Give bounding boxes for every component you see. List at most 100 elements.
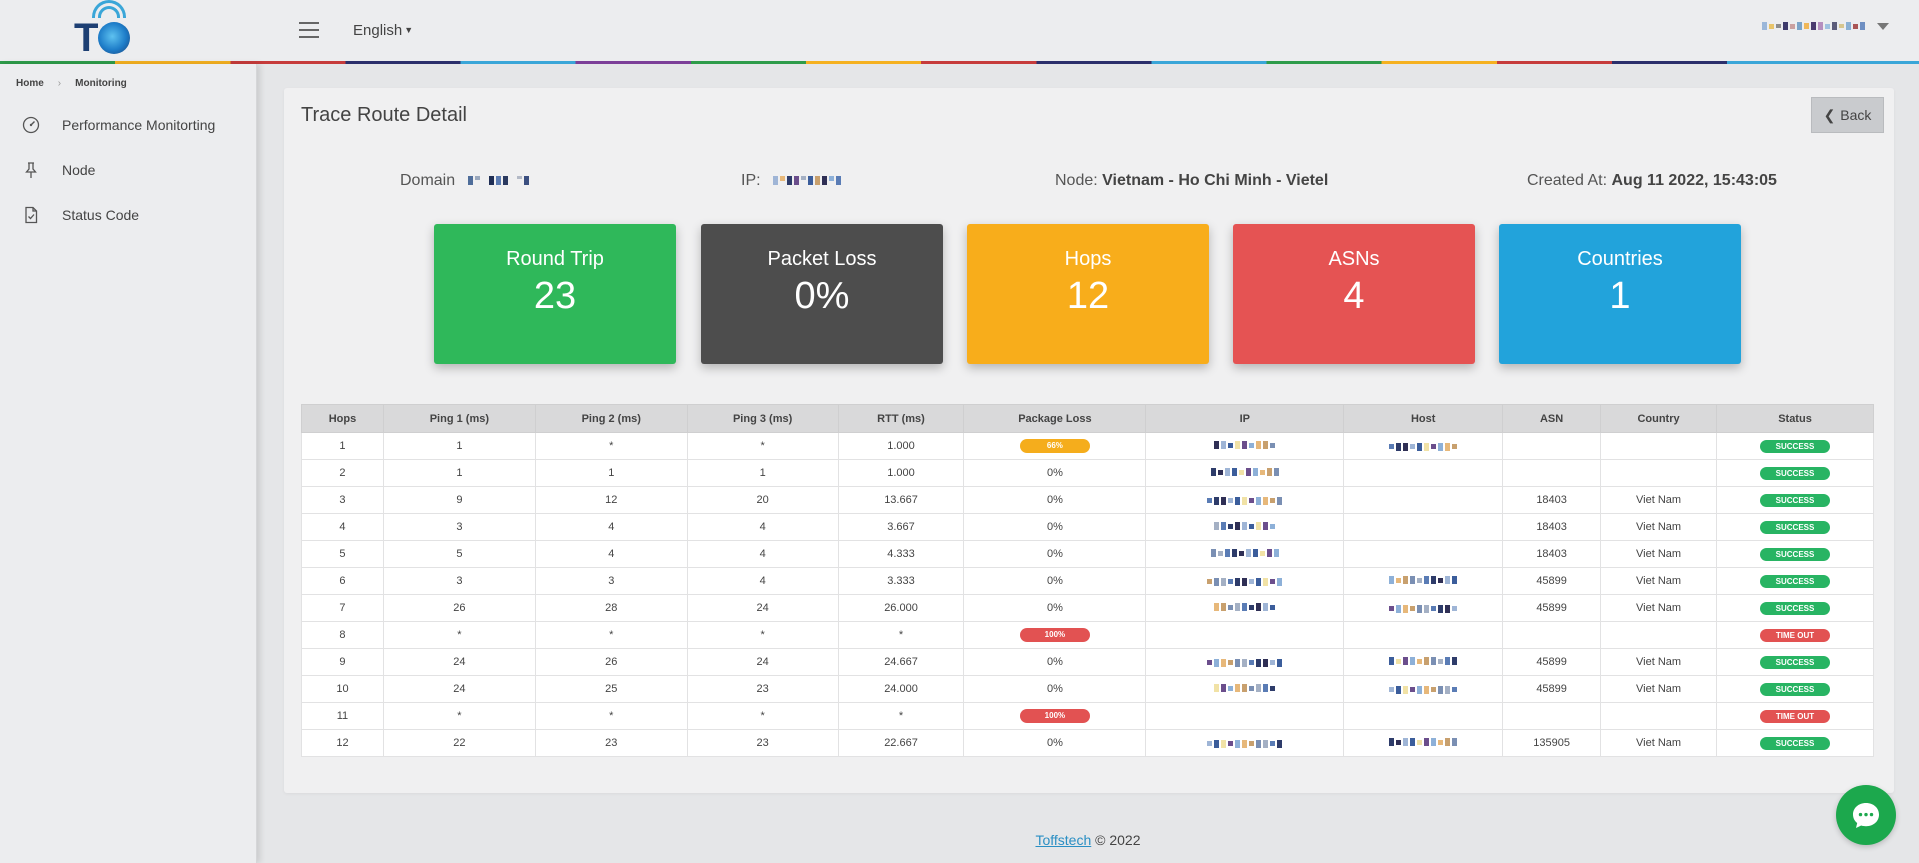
redacted-value bbox=[1207, 739, 1283, 748]
cell-asn bbox=[1502, 702, 1602, 730]
cell-hop: 1 bbox=[301, 432, 384, 460]
cell-rtt: * bbox=[837, 702, 965, 730]
stat-label: ASNs bbox=[1328, 248, 1380, 270]
cell-host bbox=[1343, 621, 1504, 649]
cell-hop: 3 bbox=[301, 486, 384, 514]
column-header-country: Country bbox=[1600, 404, 1717, 433]
cell-asn: 45899 bbox=[1502, 675, 1602, 703]
stat-label: Packet Loss bbox=[767, 248, 877, 270]
redacted-value bbox=[1207, 577, 1283, 586]
cell-hop: 10 bbox=[301, 675, 384, 703]
status-badge: SUCCESS bbox=[1760, 439, 1830, 453]
hamburger-menu-icon[interactable] bbox=[299, 22, 319, 38]
cell-host bbox=[1343, 540, 1504, 568]
cell-ip bbox=[1145, 486, 1345, 514]
cell-p1: 9 bbox=[382, 486, 536, 514]
node-label: Node: bbox=[1055, 172, 1098, 189]
column-header-package-loss: Package Loss bbox=[963, 404, 1147, 433]
cell-package-loss: 0% bbox=[963, 540, 1147, 568]
table-header-row: Hops Ping 1 (ms) Ping 2 (ms) Ping 3 (ms)… bbox=[301, 404, 1874, 433]
table-body: 1 1 * * 1.000 66% SUCCESS 2 1 1 1 1.000 0% SUCCESS 3 9 1… bbox=[301, 432, 1874, 757]
info-ip: IP: bbox=[741, 172, 842, 190]
cell-package-loss: 0% bbox=[963, 567, 1147, 595]
cell-rtt: 1.000 bbox=[837, 432, 965, 460]
redacted-value bbox=[1210, 468, 1279, 476]
cell-status: SUCCESS bbox=[1716, 486, 1874, 514]
cell-rtt: 3.667 bbox=[837, 513, 965, 541]
table-row: 12 22 23 23 22.667 0% 135905 Viet Nam SUCCESS bbox=[301, 729, 1874, 757]
redacted-value bbox=[1214, 522, 1276, 530]
cell-p1: * bbox=[382, 702, 536, 730]
top-bar: TFFS English▼ bbox=[0, 0, 1919, 104]
column-header-ip: IP bbox=[1145, 404, 1345, 433]
cell-rtt: 13.667 bbox=[837, 486, 965, 514]
column-header-rtt: RTT (ms) bbox=[837, 404, 965, 433]
cell-ip bbox=[1145, 432, 1345, 460]
cell-host bbox=[1343, 459, 1504, 487]
table-row: 3 9 12 20 13.667 0% 18403 Viet Nam SUCCESS bbox=[301, 486, 1874, 514]
language-dropdown[interactable]: English ▼ bbox=[353, 22, 413, 39]
column-header-ping2: Ping 2 (ms) bbox=[534, 404, 688, 433]
cell-p1: 5 bbox=[382, 540, 536, 568]
cell-hop: 11 bbox=[301, 702, 384, 730]
cell-p2: * bbox=[534, 702, 688, 730]
loss-progress-bar: 100% bbox=[1019, 628, 1090, 642]
cell-asn: 45899 bbox=[1502, 567, 1602, 595]
cell-p3: 4 bbox=[686, 540, 839, 568]
cell-p3: 23 bbox=[686, 675, 839, 703]
redacted-value bbox=[1207, 658, 1283, 667]
cell-country: Viet Nam bbox=[1600, 729, 1717, 757]
user-menu[interactable] bbox=[1762, 22, 1889, 30]
status-badge: TIME OUT bbox=[1760, 709, 1830, 723]
footer-copyright: © 2022 bbox=[1095, 832, 1141, 848]
cell-p1: 24 bbox=[382, 648, 536, 676]
ip-label: IP: bbox=[741, 172, 761, 189]
cell-rtt: 4.333 bbox=[837, 540, 965, 568]
cell-country bbox=[1600, 432, 1717, 460]
sidebar-item-label: Node bbox=[62, 162, 96, 178]
column-header-ping3: Ping 3 (ms) bbox=[686, 404, 839, 433]
cell-package-loss: 0% bbox=[963, 513, 1147, 541]
table-row: 11 * * * * 100% TIME OUT bbox=[301, 702, 1874, 730]
cell-package-loss: 0% bbox=[963, 459, 1147, 487]
cell-ip bbox=[1145, 729, 1345, 757]
sidebar-item-node[interactable]: Node bbox=[0, 150, 256, 190]
cell-rtt: 1.000 bbox=[837, 459, 965, 487]
table-row: 8 * * * * 100% TIME OUT bbox=[301, 621, 1874, 649]
pin-icon bbox=[22, 161, 40, 179]
status-badge: SUCCESS bbox=[1760, 466, 1830, 480]
cell-rtt: 24.000 bbox=[837, 675, 965, 703]
cell-rtt: 3.333 bbox=[837, 567, 965, 595]
cell-host bbox=[1343, 513, 1504, 541]
cell-ip bbox=[1145, 648, 1345, 676]
table-row: 5 5 4 4 4.333 0% 18403 Viet Nam SUCCESS bbox=[301, 540, 1874, 568]
stat-value: 0% bbox=[794, 275, 850, 317]
cell-hop: 2 bbox=[301, 459, 384, 487]
sidebar-item-status-code[interactable]: Status Code bbox=[0, 195, 256, 235]
breadcrumb-home[interactable]: Home bbox=[16, 78, 44, 89]
toffs-logo[interactable]: TFFS bbox=[74, 0, 184, 104]
cell-asn: 18403 bbox=[1502, 486, 1602, 514]
cell-package-loss: 100% bbox=[963, 621, 1147, 649]
stat-card-asns: ASNs 4 bbox=[1233, 224, 1475, 364]
stat-value: 1 bbox=[1609, 275, 1631, 317]
cell-asn: 135905 bbox=[1502, 729, 1602, 757]
status-badge: SUCCESS bbox=[1760, 682, 1830, 696]
table-row: 9 24 26 24 24.667 0% 45899 Viet Nam SUCCESS bbox=[301, 648, 1874, 676]
footer-link-toffstech[interactable]: Toffstech bbox=[1035, 832, 1092, 848]
cell-p2: 26 bbox=[534, 648, 688, 676]
cell-status: SUCCESS bbox=[1716, 648, 1874, 676]
cell-host bbox=[1343, 648, 1504, 676]
cell-ip bbox=[1145, 540, 1345, 568]
status-badge: SUCCESS bbox=[1760, 736, 1830, 750]
chat-widget-button[interactable] bbox=[1836, 785, 1896, 845]
stat-value: 12 bbox=[1066, 275, 1110, 317]
stat-value: 4 bbox=[1343, 275, 1365, 317]
back-button[interactable]: ❮ Back bbox=[1811, 97, 1884, 133]
stat-card-round-trip: Round Trip 23 bbox=[434, 224, 676, 364]
cell-asn: 45899 bbox=[1502, 594, 1602, 622]
sidebar-item-performance-monitoring[interactable]: Performance Monitorting bbox=[0, 105, 256, 145]
cell-p2: 4 bbox=[534, 540, 688, 568]
table-row: 4 3 4 4 3.667 0% 18403 Viet Nam SUCCESS bbox=[301, 513, 1874, 541]
redacted-value bbox=[1210, 549, 1279, 557]
